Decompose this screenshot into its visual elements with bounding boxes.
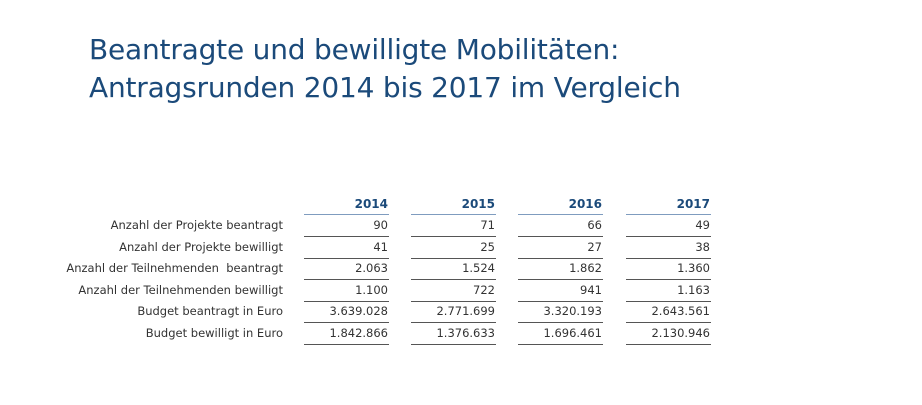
row-label: Budget beantragt in Euro xyxy=(137,304,283,318)
row-label: Anzahl der Teilnehmenden bewilligt xyxy=(78,282,283,297)
table-cell: 3.320.193 xyxy=(543,304,602,318)
row-rule xyxy=(518,279,603,280)
row-rule xyxy=(518,257,603,259)
table-cell: 25 xyxy=(480,239,495,254)
row-rule xyxy=(626,279,711,280)
column-header: 2015 xyxy=(461,197,495,211)
row-rule xyxy=(411,322,496,323)
row-rule xyxy=(626,322,711,323)
row-label: Anzahl der Projekte bewilligt xyxy=(119,239,283,254)
table-cell: 1.360 xyxy=(677,261,710,275)
row-rule xyxy=(304,300,389,302)
table-cell: 66 xyxy=(587,218,602,232)
row-rule xyxy=(411,236,496,237)
table-cell: 1.842.866 xyxy=(329,325,388,340)
table-cell: 722 xyxy=(473,282,495,297)
table-cell: 2.063 xyxy=(355,261,388,275)
row-rule xyxy=(304,236,389,237)
row-rule xyxy=(626,300,711,302)
row-rule xyxy=(304,279,389,280)
table-cell: 27 xyxy=(587,239,602,254)
table-cell: 41 xyxy=(373,239,388,254)
row-rule xyxy=(518,300,603,302)
column-header: 2014 xyxy=(354,197,388,211)
row-rule xyxy=(626,257,711,259)
row-rule xyxy=(411,279,496,280)
table-cell: 1.862 xyxy=(569,261,602,275)
table-cell: 1.100 xyxy=(355,282,388,297)
title-line: Antragsrunden 2014 bis 2017 im Vergleich xyxy=(89,71,681,104)
title-line: Beantragte und bewilligte Mobilitäten: xyxy=(89,33,620,66)
table-cell: 1.524 xyxy=(462,261,495,275)
table-cell: 1.696.461 xyxy=(543,325,602,340)
table-cell: 49 xyxy=(695,218,710,232)
row-rule xyxy=(304,343,389,345)
row-rule xyxy=(518,322,603,323)
table-cell: 2.771.699 xyxy=(436,304,495,318)
row-rule xyxy=(626,343,711,345)
column-header: 2016 xyxy=(568,197,602,211)
table-cell: 3.639.028 xyxy=(329,304,388,318)
row-rule xyxy=(304,322,389,323)
table-cell: 71 xyxy=(480,218,495,232)
table-cell: 941 xyxy=(580,282,602,297)
row-rule xyxy=(304,257,389,259)
row-label: Budget bewilligt in Euro xyxy=(145,325,283,340)
row-rule xyxy=(411,343,496,345)
table-cell: 90 xyxy=(373,218,388,232)
row-rule xyxy=(626,236,711,237)
row-rule xyxy=(518,236,603,237)
table-cell: 1.376.633 xyxy=(436,325,495,340)
row-rule xyxy=(411,257,496,259)
row-rule xyxy=(411,300,496,302)
row-rule xyxy=(518,343,603,345)
header-rule xyxy=(411,214,496,215)
header-rule xyxy=(304,214,389,215)
header-rule xyxy=(518,214,603,215)
table-cell: 1.163 xyxy=(677,282,710,297)
table-cell: 2.130.946 xyxy=(651,325,710,340)
table-cell: 38 xyxy=(695,239,710,254)
table-cell: 2.643.561 xyxy=(651,304,710,318)
column-header: 2017 xyxy=(676,197,710,211)
row-label: Anzahl der Teilnehmenden beantragt xyxy=(66,261,283,275)
row-label: Anzahl der Projekte beantragt xyxy=(110,218,283,232)
header-rule xyxy=(626,214,711,215)
